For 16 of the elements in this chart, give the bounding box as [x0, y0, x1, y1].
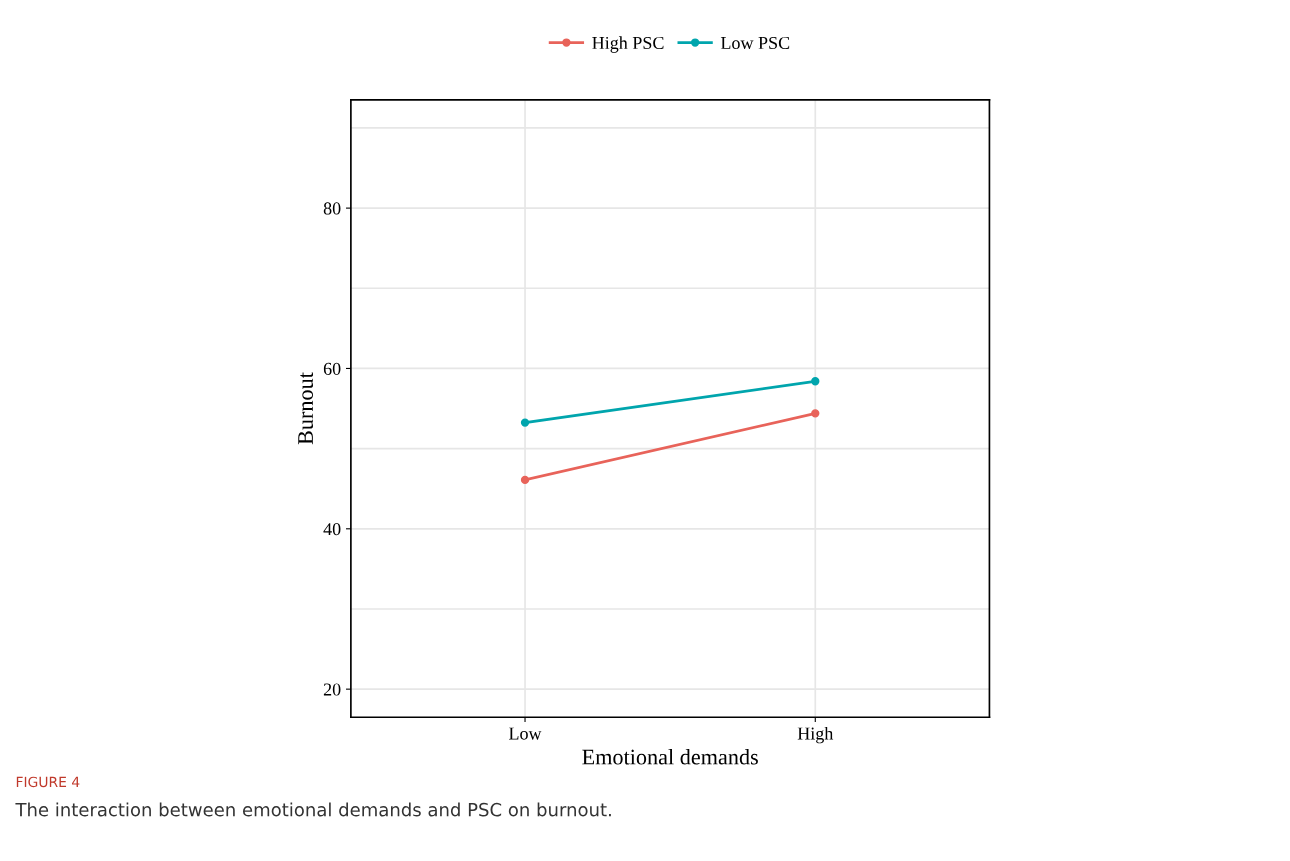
point: [811, 377, 820, 386]
y-tick-label: 80: [323, 202, 341, 215]
text: The interaction between emotional demands and PSC on burnout.: [15, 802, 611, 817]
point: [811, 409, 820, 418]
y-axis-title: Burnout: [298, 372, 314, 445]
caption: FIGURE 4: [16, 776, 80, 788]
point: [520, 475, 530, 485]
legend-label: High PSC: [592, 36, 664, 53]
point: [520, 418, 530, 427]
y-tick-label: 40: [323, 523, 341, 536]
x-tick-label: High: [797, 726, 834, 744]
y-tick-label: 20: [323, 683, 341, 696]
x-axis-title: Emotional demands: [582, 748, 758, 765]
x-tick-label: Low: [509, 727, 542, 740]
legend-label: Low PSC: [720, 36, 790, 50]
y-tick-label: 60: [323, 362, 341, 375]
